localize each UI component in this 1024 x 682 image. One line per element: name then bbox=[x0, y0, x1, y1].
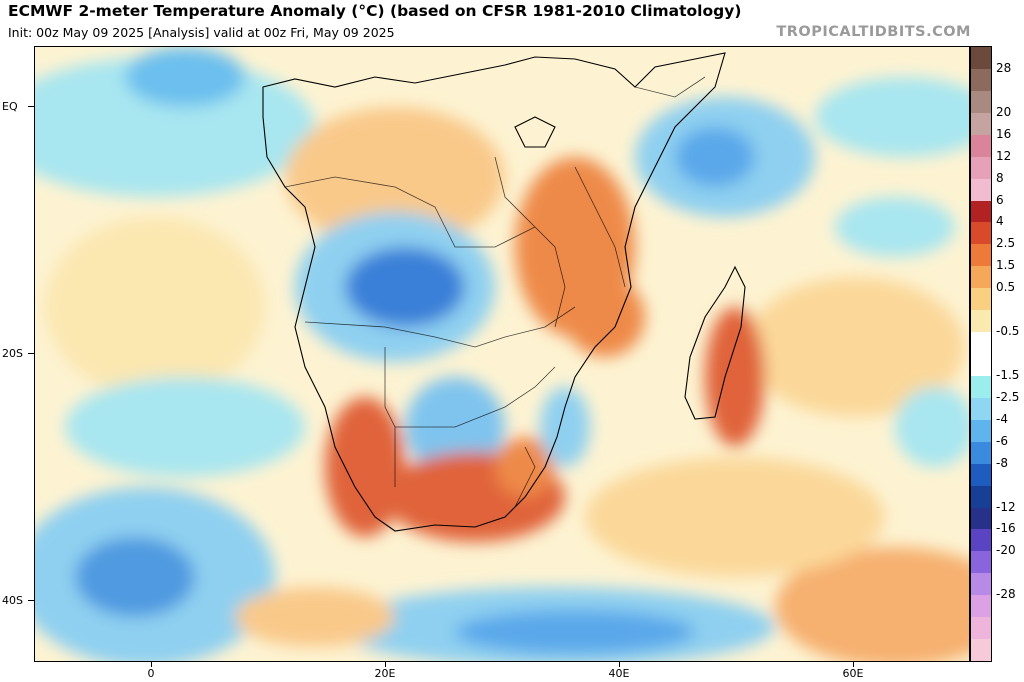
y-label-40s: 40S bbox=[2, 594, 23, 607]
colorbar-label: 6 bbox=[996, 192, 1004, 207]
colorbar-label: -2.5 bbox=[996, 389, 1020, 404]
colorbar-segment bbox=[971, 178, 991, 201]
x-tick-60e bbox=[853, 662, 854, 667]
colorbar-label: 20 bbox=[996, 104, 1012, 119]
colorbar-label: -28 bbox=[996, 587, 1016, 602]
colorbar-segment bbox=[971, 222, 991, 245]
colorbar-segment bbox=[971, 573, 991, 596]
x-label-40e: 40E bbox=[608, 667, 630, 680]
brand-watermark[interactable]: TROPICALTIDBITS.COM bbox=[776, 24, 971, 40]
colorbar-label: -0.5 bbox=[996, 324, 1020, 339]
colorbar-segment bbox=[971, 354, 991, 377]
colorbar-label: -16 bbox=[996, 521, 1016, 536]
colorbar-segment bbox=[971, 244, 991, 267]
colorbar-segment bbox=[971, 397, 991, 421]
y-tick-eq bbox=[28, 106, 34, 107]
colorbar-segment bbox=[971, 200, 991, 223]
colorbar-segment bbox=[971, 485, 991, 508]
colorbar-segment bbox=[971, 112, 991, 136]
map-subtitle: Init: 00z May 09 2025 [Analysis] valid a… bbox=[8, 25, 395, 40]
x-label-20e: 20E bbox=[374, 667, 396, 680]
colorbar-label: 2.5 bbox=[996, 236, 1016, 251]
colorbar-segment bbox=[971, 551, 991, 574]
colorbar-label: -20 bbox=[996, 543, 1016, 558]
colorbar-segment bbox=[971, 288, 991, 311]
colorbar-label: 0.5 bbox=[996, 280, 1016, 295]
y-tick-20s bbox=[28, 353, 34, 354]
country-borders bbox=[284, 76, 706, 508]
temperature-anomaly-map bbox=[34, 46, 970, 662]
colorbar-label: 16 bbox=[996, 126, 1012, 141]
coastlines bbox=[262, 52, 746, 532]
colorbar-segment bbox=[971, 441, 991, 465]
x-tick-20e bbox=[385, 662, 386, 667]
colorbar-segment bbox=[971, 529, 991, 552]
colorbar-segment bbox=[971, 595, 991, 618]
colorbar-label: 28 bbox=[996, 60, 1012, 75]
colorbar-label: -6 bbox=[996, 433, 1008, 448]
colorbar-label: -8 bbox=[996, 455, 1008, 470]
y-tick-40s bbox=[28, 600, 34, 601]
colorbar-segment bbox=[971, 266, 991, 289]
x-tick-40e bbox=[619, 662, 620, 667]
colorbar-label: -12 bbox=[996, 499, 1016, 514]
y-label-eq: EQ bbox=[2, 100, 18, 113]
colorbar-label: -4 bbox=[996, 411, 1008, 426]
map-canvas bbox=[35, 47, 969, 661]
colorbar-label: 1.5 bbox=[996, 258, 1016, 273]
x-label-0: 0 bbox=[147, 667, 155, 680]
colorbar-segment bbox=[971, 90, 991, 114]
colorbar-segment bbox=[971, 134, 991, 158]
colorbar-label: -1.5 bbox=[996, 367, 1020, 382]
colorbar-segment bbox=[971, 156, 991, 180]
x-tick-0 bbox=[151, 662, 152, 667]
colorbar-segment bbox=[971, 617, 991, 640]
colorbar-segment bbox=[971, 507, 991, 530]
map-title: ECMWF 2-meter Temperature Anomaly (°C) (… bbox=[8, 2, 742, 20]
colorbar-segment bbox=[971, 332, 991, 355]
colorbar-segment bbox=[971, 639, 991, 662]
colorbar-label: 8 bbox=[996, 170, 1004, 185]
y-label-20s: 20S bbox=[2, 347, 23, 360]
colorbar-segment bbox=[971, 68, 991, 92]
colorbar bbox=[970, 46, 992, 662]
colorbar-label: 4 bbox=[996, 214, 1004, 229]
colorbar-segment bbox=[971, 47, 991, 70]
colorbar-segment bbox=[971, 375, 991, 399]
colorbar-segment bbox=[971, 310, 991, 333]
anomaly-field bbox=[35, 47, 969, 661]
colorbar-segment bbox=[971, 419, 991, 443]
colorbar-segment bbox=[971, 463, 991, 487]
colorbar-label: 12 bbox=[996, 148, 1012, 163]
x-label-60e: 60E bbox=[842, 667, 864, 680]
